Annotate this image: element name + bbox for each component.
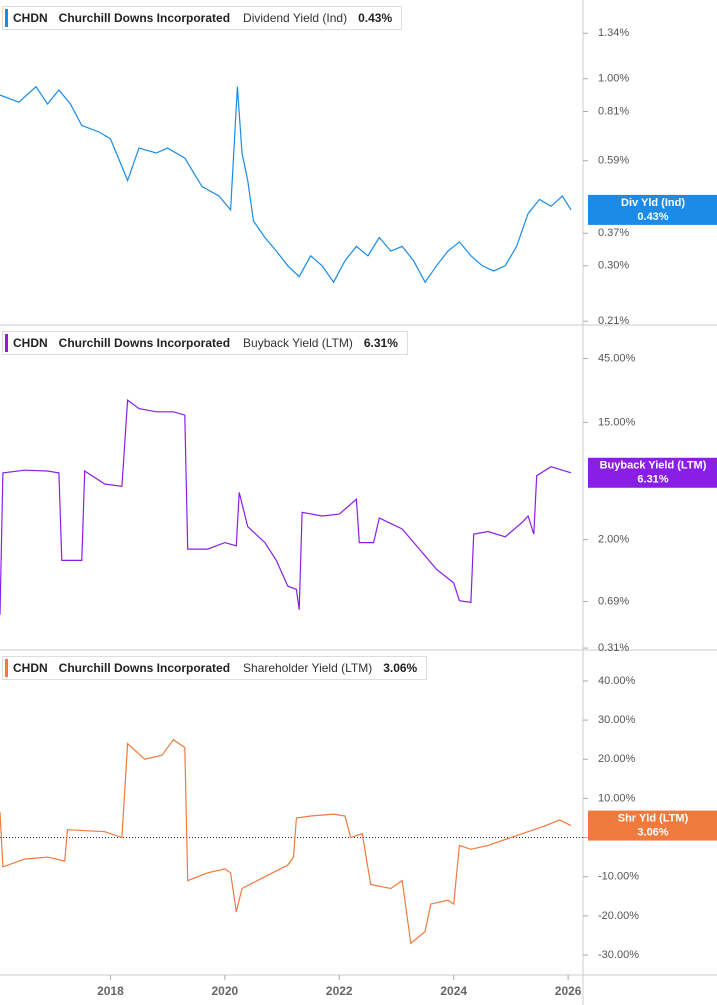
y-tick-label: -20.00% [598,910,639,922]
y-tick-label: 40.00% [598,675,636,687]
badge-box [588,194,717,225]
y-tick-label: 0.59% [598,155,629,167]
company: Churchill Downs Incorporated [58,661,231,675]
badge-value: 3.06% [637,826,668,838]
y-tick-label: -30.00% [598,949,639,961]
x-tick-label: 2020 [211,984,238,998]
metric: Buyback Yield (LTM) [243,336,353,350]
badge-box [588,457,717,488]
current-badge: Buyback Yield (LTM) 6.31% [588,457,717,488]
badge-box [588,810,717,841]
series-header: CHDN Churchill Downs Incorporated Sharehol… [2,656,428,680]
y-tick-label: 20.00% [598,753,636,765]
series-header: CHDN Churchill Downs Incorporated Dividend… [2,6,403,30]
y-tick-label: 0.81% [598,105,629,117]
x-tick-label: 2022 [326,984,353,998]
badge-value: 0.43% [637,211,668,223]
y-tick-label: 1.34% [598,27,629,39]
header-value: 6.31% [363,336,398,350]
data-line [0,85,572,284]
series-header: CHDN Churchill Downs Incorporated Buyback … [2,331,408,355]
ticker: CHDN [13,336,48,350]
ticker: CHDN [13,11,48,25]
y-tick-label: 2.00% [598,534,629,546]
badge-value: 6.31% [637,474,668,486]
badge-label: Shr Yld (LTM) [618,812,689,824]
y-tick-label: -10.00% [598,871,639,883]
y-tick-label: 0.21% [598,315,629,327]
y-tick-label: 45.00% [598,352,636,364]
x-tick-label: 2024 [440,984,467,998]
current-badge: Shr Yld (LTM) 3.06% [588,810,717,841]
x-tick-label: 2026 [555,984,582,998]
y-tick-label: 0.31% [598,642,629,654]
metric: Dividend Yield (Ind) [243,11,348,25]
header-value: 3.06% [383,661,418,675]
y-tick-label: 0.30% [598,260,629,272]
y-tick-label: 15.00% [598,416,636,428]
ticker: CHDN [13,661,48,675]
color-bar [5,659,8,677]
color-bar [5,9,8,27]
badge-label: Div Yld (Ind) [621,197,685,209]
y-tick-label: 1.00% [598,73,629,85]
metric: Shareholder Yield (LTM) [243,661,373,675]
header-value: 0.43% [358,11,393,25]
data-line [0,398,572,615]
y-tick-label: 0.69% [598,595,629,607]
color-bar [5,334,8,352]
y-tick-label: 30.00% [598,714,636,726]
company: Churchill Downs Incorporated [58,336,231,350]
company: Churchill Downs Incorporated [58,11,231,25]
data-line [0,738,572,945]
current-badge: Div Yld (Ind) 0.43% [588,194,717,225]
y-tick-label: 0.37% [598,227,629,239]
x-tick-label: 2018 [97,984,124,998]
y-tick-label: 10.00% [598,792,636,804]
badge-label: Buyback Yield (LTM) [600,460,707,472]
